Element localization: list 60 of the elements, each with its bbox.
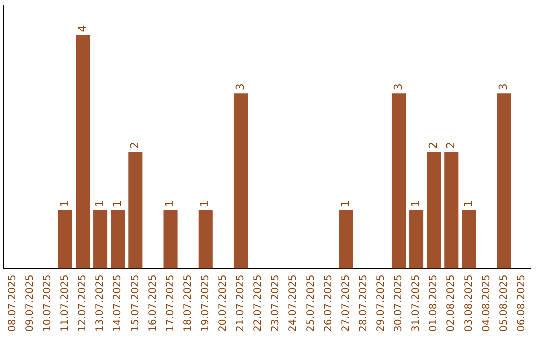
x-tick-label: 10.07.2025 [42, 274, 54, 332]
data-label: 2 [426, 142, 440, 149]
x-tick-label: 29.07.2025 [376, 274, 388, 332]
data-label: 3 [234, 84, 247, 91]
x-tick-label: 17.07.2025 [165, 274, 176, 332]
bar [164, 210, 178, 269]
bar [94, 210, 108, 269]
x-tick-label: 31.07.2025 [411, 274, 422, 332]
bar [392, 94, 406, 269]
bar [58, 210, 72, 269]
x-tick-label: 02.08.2025 [446, 274, 458, 332]
x-tick-label: 01.08.2025 [428, 274, 440, 332]
data-label: 1 [58, 200, 72, 208]
bar [462, 210, 476, 269]
data-label: 3 [392, 84, 405, 91]
bar [76, 35, 90, 269]
bar [111, 210, 126, 269]
data-label: 1 [462, 200, 476, 208]
bar [198, 210, 213, 269]
bar [427, 152, 442, 269]
x-tick-label: 25.07.2025 [306, 274, 317, 332]
x-tick-label: 20.07.2025 [218, 274, 230, 332]
bar [410, 210, 424, 269]
bar [339, 210, 354, 269]
data-label: 1 [93, 200, 106, 208]
bar [234, 94, 248, 269]
x-tick-label: 09.07.2025 [24, 274, 36, 332]
data-label: 4 [76, 25, 89, 32]
data-label: 1 [339, 200, 352, 208]
x-tick-label: 22.07.2025 [253, 274, 264, 332]
x-tick-label: 27.07.2025 [340, 274, 352, 332]
x-tick-label: 05.08.2025 [498, 274, 510, 332]
bar [497, 94, 512, 269]
x-tick-label: 11.07.2025 [60, 274, 72, 332]
data-label: 1 [198, 200, 212, 208]
x-tick-label: 30.07.2025 [394, 274, 405, 332]
data-label: 1 [409, 200, 422, 208]
bar [444, 152, 459, 269]
x-tick-label: 13.07.2025 [95, 274, 106, 332]
x-tick-label: 03.08.2025 [464, 274, 475, 332]
x-tick-label: 21.07.2025 [236, 274, 247, 332]
data-label: 1 [110, 200, 124, 208]
data-label: 2 [444, 142, 458, 149]
x-tick-label: 08.07.2025 [7, 274, 18, 332]
x-tick-label: 04.08.2025 [481, 274, 492, 332]
x-tick-label: 06.08.2025 [516, 274, 528, 332]
data-label: 1 [164, 200, 177, 208]
x-tick-label: 15.07.2025 [130, 274, 142, 332]
x-tick-label: 18.07.2025 [182, 274, 194, 332]
x-tick-label: 26.07.2025 [323, 274, 334, 332]
x-tick-label: 14.07.2025 [112, 274, 124, 332]
x-tick-label: 12.07.2025 [78, 274, 89, 332]
x-tick-label: 23.07.2025 [270, 274, 282, 332]
x-tick-label: 28.07.2025 [358, 274, 370, 332]
bar [128, 152, 143, 269]
x-tick-label: 19.07.2025 [200, 274, 212, 332]
x-tick-label: 16.07.2025 [148, 274, 159, 332]
x-tick-label: 24.07.2025 [288, 274, 300, 332]
data-label: 3 [497, 84, 510, 91]
data-label: 2 [128, 142, 142, 149]
